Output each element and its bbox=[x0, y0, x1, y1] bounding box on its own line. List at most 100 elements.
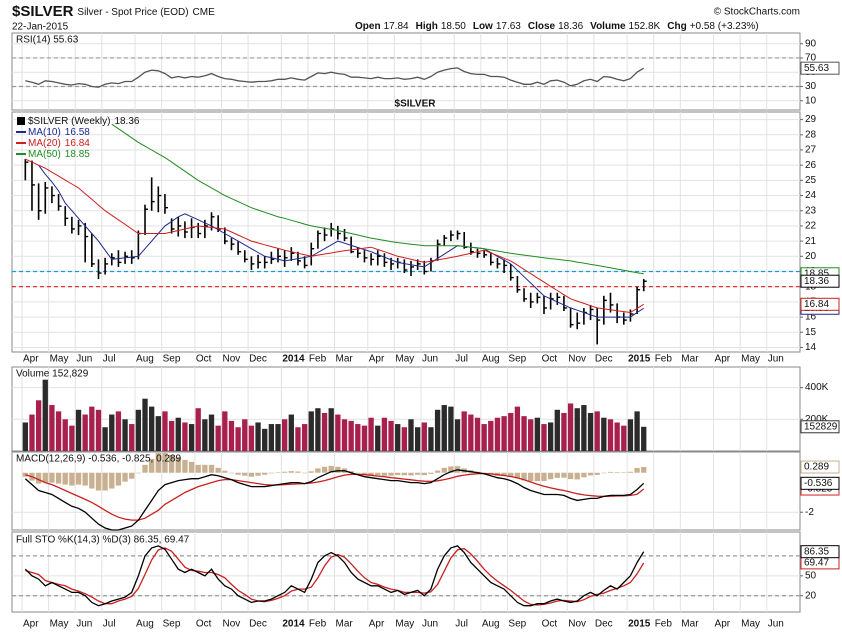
legend-entry: MA(20) 16.84 bbox=[28, 138, 90, 149]
x-tick-label: Jun bbox=[422, 619, 438, 630]
histogram-bar bbox=[155, 452, 161, 473]
volume-bar bbox=[388, 420, 394, 451]
x-tick-label: Feb bbox=[309, 619, 327, 630]
value-box bbox=[800, 460, 840, 474]
histogram-bar bbox=[149, 458, 155, 473]
histogram-bar bbox=[262, 472, 268, 475]
volume-bar bbox=[627, 419, 634, 451]
volume-bar bbox=[95, 409, 102, 451]
volume-bar bbox=[122, 419, 128, 451]
date: 22-Jan-2015 bbox=[12, 22, 69, 33]
histogram-bar bbox=[162, 452, 168, 473]
quote-label: Chg bbox=[667, 21, 686, 32]
histogram-bar bbox=[554, 472, 560, 478]
histogram-bar bbox=[634, 467, 640, 473]
volume-bar bbox=[501, 416, 507, 451]
volume-bar bbox=[135, 409, 142, 451]
volume-bar bbox=[488, 420, 494, 451]
histogram-bar bbox=[195, 464, 201, 473]
x-tick-label: Apr bbox=[23, 619, 39, 630]
volume-bar bbox=[102, 427, 108, 451]
x-tick-label: Sep bbox=[163, 354, 181, 365]
histogram-bar bbox=[408, 472, 414, 476]
volume-bar bbox=[401, 427, 408, 451]
value-box bbox=[800, 274, 840, 288]
legend-entry: MA(10) 16.58 bbox=[28, 127, 90, 138]
histogram-bar bbox=[35, 472, 42, 484]
histogram-bar bbox=[381, 472, 388, 476]
histogram-bar bbox=[55, 472, 62, 484]
histogram-bar bbox=[321, 466, 328, 473]
y-tick-label: 22 bbox=[805, 221, 817, 232]
volume-bar bbox=[414, 427, 421, 451]
histogram-bar bbox=[95, 472, 102, 491]
panel-frame bbox=[11, 111, 801, 353]
legend-name: MA(20) bbox=[28, 138, 61, 149]
histogram-bar bbox=[587, 472, 594, 476]
volume-bar bbox=[547, 422, 554, 451]
histogram-bar bbox=[301, 472, 308, 474]
quote-value: 17.84 bbox=[384, 21, 409, 32]
value-box bbox=[800, 297, 840, 311]
volume-bar bbox=[155, 416, 161, 451]
y-tick-label: 400K bbox=[805, 382, 829, 393]
y-tick-label: 50 bbox=[805, 570, 817, 581]
quote-value: 18.36 bbox=[558, 21, 583, 32]
y-tick-label: 28 bbox=[805, 129, 817, 140]
histogram-bar bbox=[388, 472, 394, 476]
x-tick-label: Aug bbox=[482, 619, 500, 630]
legend-value: 16.58 bbox=[65, 127, 90, 138]
value-box-label: 0.289 bbox=[804, 462, 829, 473]
histogram-bar bbox=[248, 472, 255, 477]
x-tick-label: Jun bbox=[76, 619, 92, 630]
histogram-bar bbox=[581, 472, 587, 478]
histogram-bar bbox=[368, 472, 374, 476]
histogram-bar bbox=[208, 464, 215, 473]
y-tick-label: 20 bbox=[805, 251, 817, 262]
x-tick-label: 2014 bbox=[282, 619, 305, 630]
histogram-bar bbox=[255, 472, 261, 476]
histogram-bar bbox=[228, 472, 235, 474]
histogram-bar bbox=[375, 472, 381, 476]
volume-bar bbox=[242, 419, 248, 451]
volume-bar bbox=[175, 417, 181, 451]
histogram-bar bbox=[547, 472, 554, 480]
volume-bar bbox=[35, 400, 42, 451]
x-tick-label: Nov bbox=[568, 354, 586, 365]
quote-value: 17.63 bbox=[496, 21, 521, 32]
panel-frame bbox=[11, 531, 801, 613]
x-tick-label: Mar bbox=[336, 354, 354, 365]
volume-bar bbox=[581, 405, 587, 451]
y-tick-label: 27 bbox=[805, 145, 817, 156]
x-tick-label: Feb bbox=[655, 619, 673, 630]
y-tick-label: 21 bbox=[805, 236, 817, 247]
histogram-bar bbox=[182, 459, 188, 473]
line bbox=[25, 158, 644, 314]
y-tick-label: -2 bbox=[805, 507, 814, 518]
volume-bar bbox=[149, 406, 155, 451]
exchange: CME bbox=[193, 7, 216, 18]
volume-bar bbox=[454, 419, 461, 451]
x-tick-label: Mar bbox=[336, 619, 354, 630]
histogram-bar bbox=[315, 468, 321, 473]
histogram-bar bbox=[75, 472, 82, 485]
x-tick-label: Sep bbox=[163, 619, 181, 630]
volume-bar bbox=[621, 425, 627, 451]
volume-bar bbox=[235, 427, 241, 451]
histogram-bar bbox=[594, 472, 600, 475]
x-tick-label: May bbox=[395, 354, 414, 365]
histogram-bar bbox=[82, 472, 88, 486]
quote-value: 18.50 bbox=[441, 21, 466, 32]
histogram-bar bbox=[215, 467, 221, 473]
value-box-label: 69.47 bbox=[804, 558, 829, 569]
y-tick-label: 20 bbox=[805, 590, 817, 601]
volume-bar bbox=[195, 408, 201, 451]
volume-bar bbox=[208, 414, 215, 451]
histogram-bar bbox=[641, 467, 647, 473]
volume-bar bbox=[202, 419, 208, 451]
quote-label: Low bbox=[473, 21, 493, 32]
quote-label: Volume bbox=[590, 21, 626, 32]
x-tick-label: Sep bbox=[508, 354, 526, 365]
volume-bar bbox=[281, 419, 288, 451]
